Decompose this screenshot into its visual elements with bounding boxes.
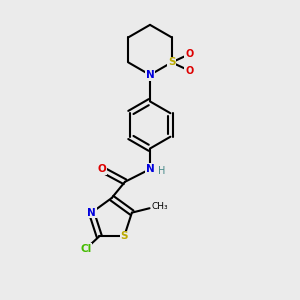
Text: O: O bbox=[185, 49, 194, 59]
Text: S: S bbox=[120, 231, 128, 241]
Text: N: N bbox=[146, 70, 154, 80]
Text: O: O bbox=[97, 164, 106, 174]
Text: Cl: Cl bbox=[80, 244, 92, 254]
Text: S: S bbox=[168, 57, 176, 68]
Text: N: N bbox=[146, 164, 154, 174]
Text: O: O bbox=[185, 66, 194, 76]
Text: CH₃: CH₃ bbox=[151, 202, 168, 211]
Text: N: N bbox=[87, 208, 96, 218]
Text: H: H bbox=[158, 166, 166, 176]
